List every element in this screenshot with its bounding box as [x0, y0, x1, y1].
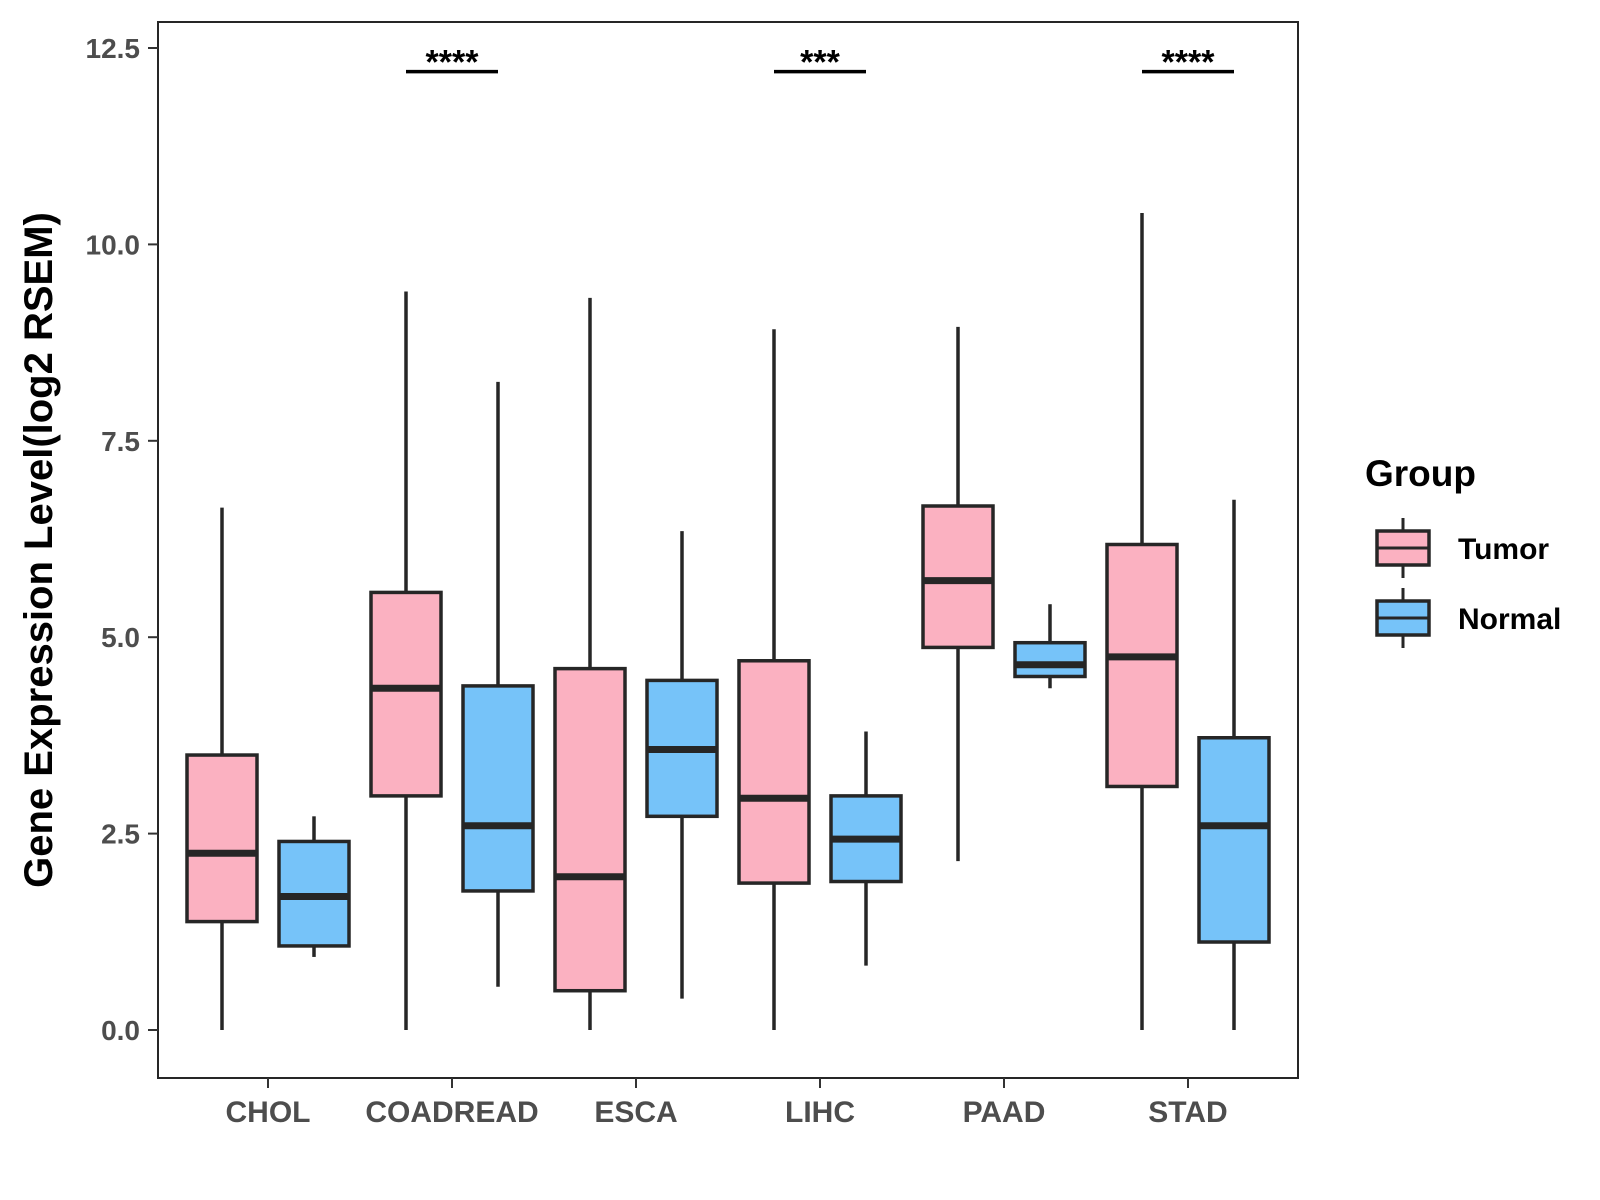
- box-iqr: [737, 659, 811, 885]
- box-tumor-lihc: [737, 329, 811, 1030]
- box-tumor-esca: [553, 297, 627, 1030]
- x-tick-label-coadread: COADREAD: [365, 1096, 538, 1129]
- x-tick-label-chol: CHOL: [226, 1096, 311, 1129]
- y-axis: 0.0 2.5 5.0 7.5 10.0 12.5: [86, 33, 158, 1046]
- x-tick-label-lihc: LIHC: [785, 1096, 855, 1129]
- y-tick-label: 7.5: [101, 426, 140, 457]
- y-tick-label: 5.0: [101, 622, 140, 653]
- legend-item-normal: Normal: [1375, 588, 1561, 648]
- x-tick-label-paad: PAAD: [963, 1096, 1046, 1129]
- significance-label: ***: [800, 44, 840, 82]
- box-normal-lihc: [829, 731, 903, 966]
- significance-coadread: ****: [406, 44, 498, 82]
- y-tick-label: 2.5: [101, 819, 140, 850]
- box-normal-esca: [645, 531, 719, 999]
- x-tick-label-stad: STAD: [1148, 1096, 1227, 1129]
- box-normal-paad: [1013, 604, 1087, 689]
- legend-title: Group: [1365, 453, 1476, 494]
- legend: Group Tumor Normal: [1365, 453, 1561, 648]
- box-iqr: [1013, 640, 1087, 679]
- box-normal-coadread: [461, 381, 535, 987]
- box-iqr: [1105, 542, 1179, 789]
- box-tumor-paad: [921, 326, 995, 862]
- box-iqr: [921, 504, 995, 650]
- x-tick-label-esca: ESCA: [594, 1096, 677, 1129]
- legend-label: Tumor: [1458, 533, 1549, 566]
- y-tick-label: 10.0: [86, 229, 141, 260]
- boxes-layer: [185, 212, 1271, 1030]
- box-iqr: [369, 590, 443, 798]
- x-axis: CHOL COADREAD ESCA LIHC PAAD STAD: [226, 1078, 1228, 1129]
- box-tumor-coadread: [369, 291, 443, 1030]
- y-axis-title: Gene Expression Level(log2 RSEM): [17, 212, 61, 888]
- box-iqr: [185, 753, 259, 924]
- box-iqr: [553, 666, 627, 993]
- box-iqr: [1197, 736, 1271, 944]
- box-tumor-chol: [185, 507, 259, 1030]
- box-normal-chol: [277, 816, 351, 957]
- significance-label: ****: [426, 44, 480, 82]
- significance-label: ****: [1162, 44, 1216, 82]
- significance-stad: ****: [1142, 44, 1234, 82]
- box-normal-stad: [1197, 499, 1271, 1030]
- y-tick-label: 0.0: [101, 1015, 140, 1046]
- significance-annotations: **** *** ****: [406, 44, 1234, 82]
- box-iqr: [461, 684, 535, 893]
- legend-item-tumor: Tumor: [1375, 518, 1549, 578]
- legend-label: Normal: [1458, 603, 1561, 636]
- significance-lihc: ***: [774, 44, 866, 82]
- box-tumor-stad: [1105, 212, 1179, 1030]
- y-tick-label: 12.5: [86, 33, 141, 64]
